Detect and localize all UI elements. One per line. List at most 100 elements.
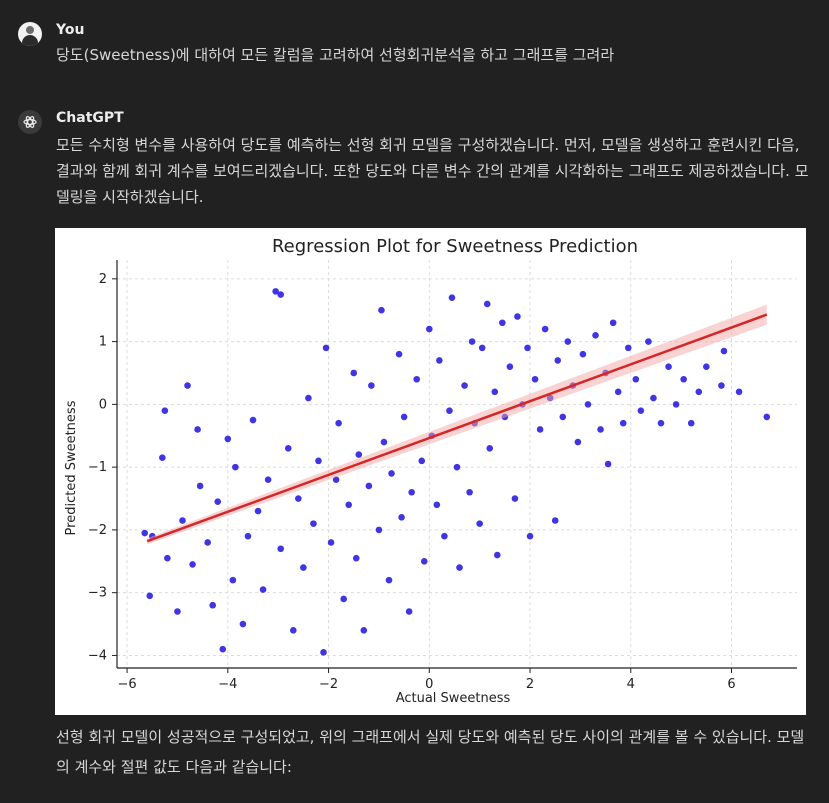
scatter-point: [335, 419, 342, 427]
scatter-point: [164, 554, 171, 562]
chart-title: Regression Plot for Sweetness Prediction: [272, 236, 638, 257]
scatter-point: [388, 470, 395, 477]
scatter-point: [332, 476, 340, 483]
scatter-point: [478, 344, 486, 352]
scatter-point: [350, 369, 358, 377]
scatter-point: [657, 419, 665, 427]
scatter-point: [499, 319, 506, 327]
scatter-point: [531, 375, 539, 383]
scatter-point: [441, 532, 448, 540]
scatter-point: [378, 306, 385, 314]
x-tick-label: 0: [425, 677, 433, 692]
axis-ticks: −6 −4 −2 0 2 4 6 −4 −3 −2 −1 0 1 2: [88, 272, 736, 692]
scatter-point: [239, 620, 247, 628]
scatter-point: [385, 576, 393, 584]
scatter-point: [526, 532, 534, 540]
scatter-point: [400, 413, 408, 421]
assistant-name: ChatGPT: [56, 110, 124, 126]
scatter-point: [405, 608, 413, 615]
scatter-point: [398, 514, 405, 521]
x-tick-label: −6: [117, 677, 136, 692]
scatter-point: [232, 463, 239, 471]
y-tick-label: −2: [88, 523, 107, 538]
scatter-point: [446, 407, 453, 414]
scatter-point: [735, 388, 743, 396]
scatter-point: [360, 627, 368, 634]
scatter-point: [536, 426, 544, 433]
scatter-point: [703, 363, 710, 371]
scatter-point: [718, 382, 725, 389]
scatter-point: [420, 557, 428, 565]
scatter-point: [418, 457, 426, 465]
scatter-point: [259, 586, 267, 593]
scatter-point: [184, 382, 191, 389]
scatter-point: [486, 445, 494, 452]
scatter-point: [619, 419, 627, 427]
x-tick-label: 2: [526, 677, 534, 692]
scatter-point: [141, 529, 149, 537]
scatter-point: [604, 460, 612, 468]
y-axis-label: Predicted Sweetness: [64, 400, 79, 535]
x-tick-label: −4: [218, 677, 237, 692]
scatter-point: [229, 576, 237, 584]
scatter-point: [300, 564, 307, 571]
scatter-point: [541, 325, 549, 333]
scatter-point: [209, 601, 217, 609]
scatter-point: [408, 488, 415, 496]
scatter-point: [592, 332, 599, 339]
scatter-point: [564, 338, 572, 345]
scatter-point: [315, 457, 322, 465]
y-tick-label: −1: [88, 460, 107, 475]
scatter-point: [551, 517, 559, 524]
scatter-point: [249, 416, 257, 424]
scatter-point: [584, 401, 592, 408]
scatter-point: [687, 419, 695, 427]
scatter-point: [468, 338, 476, 345]
scatter-point: [511, 495, 519, 502]
scatter-point: [433, 501, 441, 509]
scatter-point: [219, 645, 227, 653]
scatter-point: [514, 313, 521, 320]
x-axis-label: Actual Sweetness: [396, 691, 511, 706]
regression-line: [146, 313, 768, 543]
scatter-point: [340, 595, 347, 603]
scatter-point: [355, 451, 363, 458]
scatter-point: [204, 539, 211, 546]
scatter-point: [491, 388, 499, 396]
user-avatar-icon: [18, 22, 42, 46]
scatter-point: [224, 435, 232, 443]
scatter-point: [574, 438, 582, 446]
x-tick-label: −2: [319, 677, 338, 692]
scatter-point: [345, 501, 353, 509]
scatter-point: [320, 649, 327, 656]
assistant-message-text: 모든 수치형 변수를 사용하여 당도를 예측하는 선형 회귀 모델을 구성하겠습…: [56, 136, 809, 206]
assistant-followup-text: 선형 회귀 모델이 성공적으로 구성되었고, 위의 그래프에서 실제 당도와 예…: [56, 728, 805, 776]
scatter-point: [277, 291, 285, 298]
scatter-point: [264, 476, 272, 483]
scatter-point: [559, 413, 567, 421]
scatter-point: [453, 463, 461, 471]
scatter-point: [680, 375, 687, 383]
scatter-point: [189, 561, 196, 568]
y-tick-label: 1: [99, 335, 107, 350]
scatter-points: [141, 288, 771, 656]
user-name: You: [56, 22, 85, 38]
scatter-point: [597, 426, 604, 433]
scatter-point: [254, 507, 262, 515]
scatter-point: [624, 344, 632, 352]
scatter-point: [579, 350, 587, 358]
scatter-point: [305, 394, 312, 402]
scatter-point: [506, 363, 514, 371]
scatter-point: [413, 375, 421, 383]
scatter-point: [327, 539, 335, 546]
scatter-point: [466, 488, 473, 496]
scatter-point: [322, 344, 330, 352]
scatter-point: [146, 592, 154, 600]
scatter-point: [436, 357, 443, 364]
scatter-point: [524, 344, 531, 352]
scatter-point: [284, 445, 292, 452]
scatter-point: [179, 517, 186, 524]
y-tick-label: 2: [99, 272, 107, 287]
y-tick-label: −4: [88, 648, 107, 663]
regression-line-group: [146, 304, 768, 545]
